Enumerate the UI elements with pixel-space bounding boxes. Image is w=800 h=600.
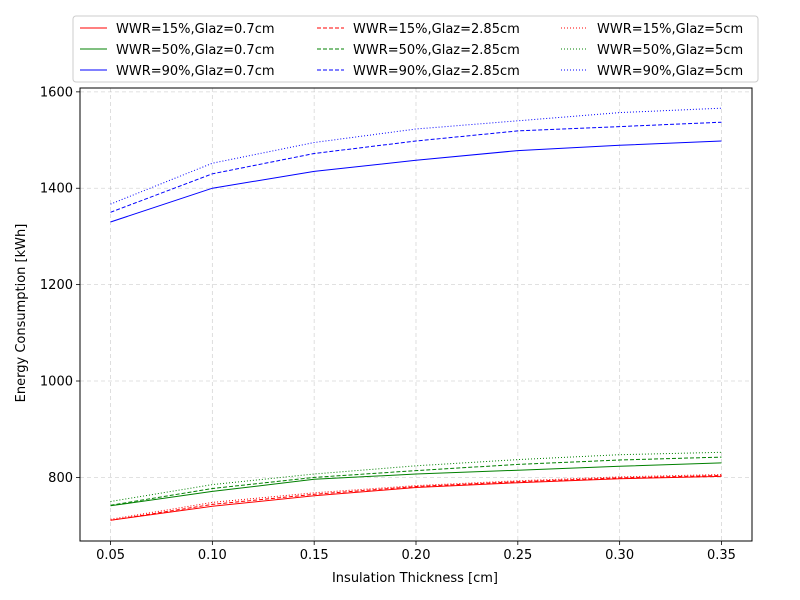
- x-axis-ticks: 0.05 0.10 0.15 0.20 0.25 0.30 0.35: [96, 541, 736, 563]
- legend-frame: [72, 15, 759, 83]
- legend-label: WWR=15%,Glaz=0.7cm: [116, 22, 275, 37]
- legend-label: WWR=15%,Glaz=5cm: [597, 22, 743, 37]
- y-tick-label: 800: [48, 471, 73, 486]
- x-tick-label: 0.30: [605, 548, 634, 563]
- y-axis-label: Energy Consumption [kWh]: [14, 224, 29, 403]
- x-tick-label: 0.05: [96, 548, 125, 563]
- plot-lines: [110, 107, 722, 521]
- y-axis-ticks: 800 1000 1200 1400 1600: [40, 85, 80, 486]
- x-axis-label: Insulation Thickness [cm]: [332, 571, 498, 586]
- series-line: [110, 462, 722, 507]
- legend-label: WWR=90%,Glaz=0.7cm: [116, 64, 275, 79]
- y-tick-label: 1000: [40, 375, 73, 390]
- y-tick-label: 1400: [40, 182, 73, 197]
- legend: WWR=15%,Glaz=0.7cm WWR=50%,Glaz=0.7cm WWR=…: [72, 15, 759, 83]
- legend-label: WWR=15%,Glaz=2.85cm: [353, 22, 520, 37]
- x-tick-label: 0.35: [707, 548, 736, 563]
- legend-label: WWR=90%,Glaz=2.85cm: [353, 64, 520, 79]
- series-line: [110, 475, 722, 521]
- legend-label: WWR=50%,Glaz=0.7cm: [116, 43, 275, 58]
- series-line: [110, 121, 722, 213]
- x-tick-label: 0.25: [503, 548, 532, 563]
- y-tick-label: 1600: [40, 85, 73, 100]
- series-line: [110, 140, 722, 223]
- legend-label: WWR=50%,Glaz=2.85cm: [353, 43, 520, 58]
- series-line: [110, 475, 722, 521]
- legend-label: WWR=50%,Glaz=5cm: [597, 43, 743, 58]
- legend-label: WWR=90%,Glaz=5cm: [597, 64, 743, 79]
- legend-items: WWR=15%,Glaz=0.7cm WWR=50%,Glaz=0.7cm WWR=…: [80, 22, 743, 79]
- x-tick-label: 0.20: [402, 548, 431, 563]
- x-tick-label: 0.10: [198, 548, 227, 563]
- x-tick-label: 0.15: [300, 548, 329, 563]
- y-tick-label: 1200: [40, 278, 73, 293]
- series-line: [110, 456, 722, 506]
